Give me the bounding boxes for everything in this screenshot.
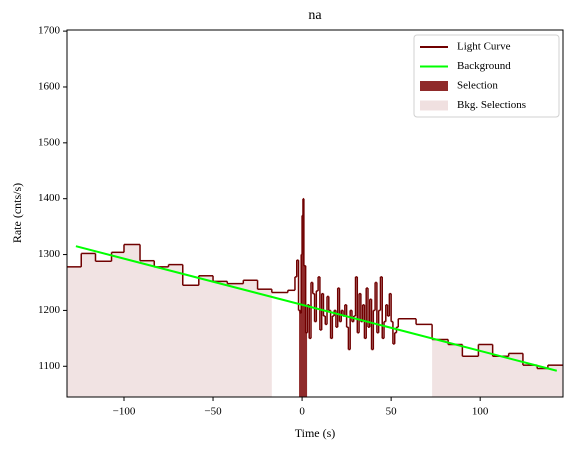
- y-tick-label: 1200: [38, 304, 61, 316]
- legend-label: Light Curve: [457, 41, 511, 53]
- y-tick-label: 1400: [38, 192, 61, 204]
- x-tick-label: −100: [113, 406, 136, 418]
- plot-frame: [66, 29, 564, 398]
- x-tick-label: 0: [299, 406, 305, 418]
- bkg-selection: [432, 339, 563, 397]
- y-tick-label: 1700: [38, 25, 61, 37]
- y-tick-label: 1500: [38, 136, 61, 148]
- bkg-selection: [67, 244, 272, 397]
- legend-box: [413, 34, 560, 118]
- legend-label: Background: [457, 60, 511, 72]
- y-axis-label: Rate (cnts/s): [10, 183, 24, 243]
- x-tick-label: −50: [204, 406, 222, 418]
- legend-label: Bkg. Selections: [457, 99, 526, 111]
- background-line: [75, 245, 558, 372]
- chart-title: na: [308, 8, 322, 23]
- x-tick-label: 100: [472, 406, 489, 418]
- legend-swatch: [420, 100, 448, 111]
- x-tick-label: 50: [386, 406, 398, 418]
- x-axis-label: Time (s): [295, 426, 336, 440]
- y-tick-label: 1300: [38, 248, 61, 260]
- selection: [299, 198, 308, 397]
- legend-label: Selection: [457, 80, 498, 92]
- legend-swatch: [420, 81, 448, 91]
- y-tick-label: 1600: [38, 81, 61, 93]
- y-tick-label: 1100: [38, 360, 60, 372]
- legend: Light Curve Background Selection Bkg. Selec…: [413, 34, 560, 118]
